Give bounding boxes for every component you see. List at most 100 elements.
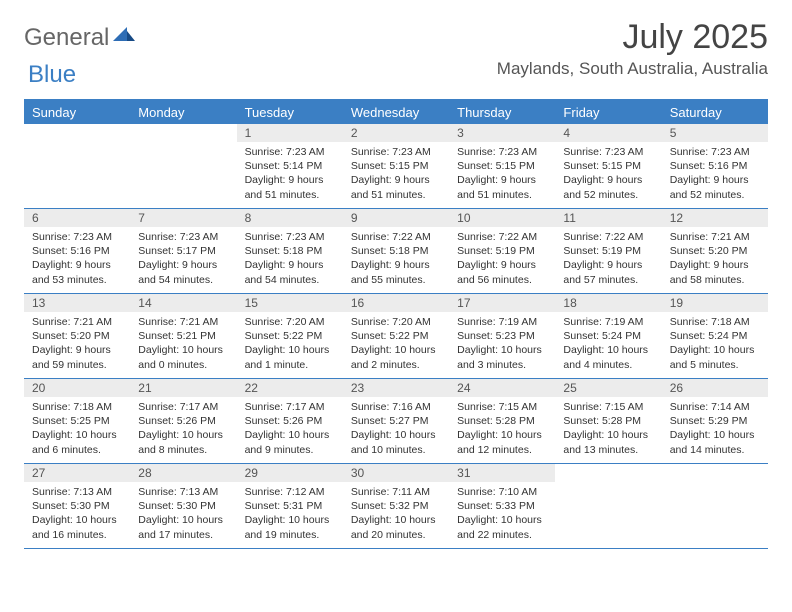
day-number: 31 xyxy=(449,464,555,482)
day-number: 23 xyxy=(343,379,449,397)
day-cell: 11Sunrise: 7:22 AMSunset: 5:19 PMDayligh… xyxy=(555,209,661,293)
day-body: Sunrise: 7:10 AMSunset: 5:33 PMDaylight:… xyxy=(449,482,555,548)
day-number: 17 xyxy=(449,294,555,312)
day-cell: 29Sunrise: 7:12 AMSunset: 5:31 PMDayligh… xyxy=(237,464,343,548)
day-number: 15 xyxy=(237,294,343,312)
day-cell: 16Sunrise: 7:20 AMSunset: 5:22 PMDayligh… xyxy=(343,294,449,378)
day-number: 16 xyxy=(343,294,449,312)
dow-cell: Sunday xyxy=(24,101,130,124)
logo-text-2: Blue xyxy=(28,61,76,89)
day-body: Sunrise: 7:23 AMSunset: 5:15 PMDaylight:… xyxy=(555,142,661,208)
dow-cell: Wednesday xyxy=(343,101,449,124)
day-cell: 25Sunrise: 7:15 AMSunset: 5:28 PMDayligh… xyxy=(555,379,661,463)
week-row: 13Sunrise: 7:21 AMSunset: 5:20 PMDayligh… xyxy=(24,294,768,379)
day-cell: 20Sunrise: 7:18 AMSunset: 5:25 PMDayligh… xyxy=(24,379,130,463)
day-body: Sunrise: 7:15 AMSunset: 5:28 PMDaylight:… xyxy=(449,397,555,463)
day-body: Sunrise: 7:21 AMSunset: 5:20 PMDaylight:… xyxy=(662,227,768,293)
day-number: 18 xyxy=(555,294,661,312)
day-body: Sunrise: 7:19 AMSunset: 5:24 PMDaylight:… xyxy=(555,312,661,378)
day-body: Sunrise: 7:13 AMSunset: 5:30 PMDaylight:… xyxy=(24,482,130,548)
day-cell: 7Sunrise: 7:23 AMSunset: 5:17 PMDaylight… xyxy=(130,209,236,293)
day-body: Sunrise: 7:17 AMSunset: 5:26 PMDaylight:… xyxy=(237,397,343,463)
day-cell: 22Sunrise: 7:17 AMSunset: 5:26 PMDayligh… xyxy=(237,379,343,463)
day-cell: 17Sunrise: 7:19 AMSunset: 5:23 PMDayligh… xyxy=(449,294,555,378)
day-cell: 19Sunrise: 7:18 AMSunset: 5:24 PMDayligh… xyxy=(662,294,768,378)
day-cell: 4Sunrise: 7:23 AMSunset: 5:15 PMDaylight… xyxy=(555,124,661,208)
week-row: 20Sunrise: 7:18 AMSunset: 5:25 PMDayligh… xyxy=(24,379,768,464)
day-number: 6 xyxy=(24,209,130,227)
day-cell: 8Sunrise: 7:23 AMSunset: 5:18 PMDaylight… xyxy=(237,209,343,293)
day-number: 14 xyxy=(130,294,236,312)
day-number: 7 xyxy=(130,209,236,227)
title-block: July 2025 Maylands, South Australia, Aus… xyxy=(497,18,768,79)
day-number: 26 xyxy=(662,379,768,397)
day-body: Sunrise: 7:23 AMSunset: 5:17 PMDaylight:… xyxy=(130,227,236,293)
week-row: ..1Sunrise: 7:23 AMSunset: 5:14 PMDaylig… xyxy=(24,124,768,209)
day-body: Sunrise: 7:16 AMSunset: 5:27 PMDaylight:… xyxy=(343,397,449,463)
day-cell: 10Sunrise: 7:22 AMSunset: 5:19 PMDayligh… xyxy=(449,209,555,293)
day-number: 5 xyxy=(662,124,768,142)
day-number: 9 xyxy=(343,209,449,227)
day-number: 27 xyxy=(24,464,130,482)
dow-row: SundayMondayTuesdayWednesdayThursdayFrid… xyxy=(24,101,768,124)
day-number: 12 xyxy=(662,209,768,227)
day-body: Sunrise: 7:23 AMSunset: 5:14 PMDaylight:… xyxy=(237,142,343,208)
day-number: 21 xyxy=(130,379,236,397)
day-cell: 3Sunrise: 7:23 AMSunset: 5:15 PMDaylight… xyxy=(449,124,555,208)
logo: General xyxy=(24,24,137,52)
dow-cell: Monday xyxy=(130,101,236,124)
day-number: 4 xyxy=(555,124,661,142)
day-body: Sunrise: 7:21 AMSunset: 5:21 PMDaylight:… xyxy=(130,312,236,378)
day-body: Sunrise: 7:14 AMSunset: 5:29 PMDaylight:… xyxy=(662,397,768,463)
day-number: 13 xyxy=(24,294,130,312)
page-title: July 2025 xyxy=(497,18,768,57)
day-body: Sunrise: 7:11 AMSunset: 5:32 PMDaylight:… xyxy=(343,482,449,548)
day-body: Sunrise: 7:20 AMSunset: 5:22 PMDaylight:… xyxy=(343,312,449,378)
day-body: Sunrise: 7:20 AMSunset: 5:22 PMDaylight:… xyxy=(237,312,343,378)
day-body: Sunrise: 7:21 AMSunset: 5:20 PMDaylight:… xyxy=(24,312,130,378)
day-body: Sunrise: 7:23 AMSunset: 5:18 PMDaylight:… xyxy=(237,227,343,293)
logo-icon xyxy=(113,24,135,52)
day-body: Sunrise: 7:22 AMSunset: 5:19 PMDaylight:… xyxy=(449,227,555,293)
day-body: Sunrise: 7:13 AMSunset: 5:30 PMDaylight:… xyxy=(130,482,236,548)
day-body: Sunrise: 7:22 AMSunset: 5:18 PMDaylight:… xyxy=(343,227,449,293)
day-cell: 12Sunrise: 7:21 AMSunset: 5:20 PMDayligh… xyxy=(662,209,768,293)
day-number: 25 xyxy=(555,379,661,397)
day-number: 3 xyxy=(449,124,555,142)
day-body: Sunrise: 7:22 AMSunset: 5:19 PMDaylight:… xyxy=(555,227,661,293)
day-body: Sunrise: 7:23 AMSunset: 5:16 PMDaylight:… xyxy=(662,142,768,208)
week-row: 6Sunrise: 7:23 AMSunset: 5:16 PMDaylight… xyxy=(24,209,768,294)
calendar: SundayMondayTuesdayWednesdayThursdayFrid… xyxy=(24,99,768,549)
day-cell: 23Sunrise: 7:16 AMSunset: 5:27 PMDayligh… xyxy=(343,379,449,463)
day-number: 20 xyxy=(24,379,130,397)
day-cell: 14Sunrise: 7:21 AMSunset: 5:21 PMDayligh… xyxy=(130,294,236,378)
weeks-container: ..1Sunrise: 7:23 AMSunset: 5:14 PMDaylig… xyxy=(24,124,768,549)
day-number: 30 xyxy=(343,464,449,482)
day-body: Sunrise: 7:18 AMSunset: 5:24 PMDaylight:… xyxy=(662,312,768,378)
day-number: 29 xyxy=(237,464,343,482)
day-number: 11 xyxy=(555,209,661,227)
day-cell: 21Sunrise: 7:17 AMSunset: 5:26 PMDayligh… xyxy=(130,379,236,463)
day-number: 24 xyxy=(449,379,555,397)
day-body: Sunrise: 7:23 AMSunset: 5:15 PMDaylight:… xyxy=(343,142,449,208)
day-number: 1 xyxy=(237,124,343,142)
day-cell: 15Sunrise: 7:20 AMSunset: 5:22 PMDayligh… xyxy=(237,294,343,378)
day-cell: 6Sunrise: 7:23 AMSunset: 5:16 PMDaylight… xyxy=(24,209,130,293)
day-cell: 2Sunrise: 7:23 AMSunset: 5:15 PMDaylight… xyxy=(343,124,449,208)
day-cell: 26Sunrise: 7:14 AMSunset: 5:29 PMDayligh… xyxy=(662,379,768,463)
day-cell: 30Sunrise: 7:11 AMSunset: 5:32 PMDayligh… xyxy=(343,464,449,548)
day-body: Sunrise: 7:19 AMSunset: 5:23 PMDaylight:… xyxy=(449,312,555,378)
day-cell: 1Sunrise: 7:23 AMSunset: 5:14 PMDaylight… xyxy=(237,124,343,208)
day-number: 8 xyxy=(237,209,343,227)
day-cell: 27Sunrise: 7:13 AMSunset: 5:30 PMDayligh… xyxy=(24,464,130,548)
day-body: Sunrise: 7:23 AMSunset: 5:16 PMDaylight:… xyxy=(24,227,130,293)
dow-cell: Friday xyxy=(555,101,661,124)
day-cell: 9Sunrise: 7:22 AMSunset: 5:18 PMDaylight… xyxy=(343,209,449,293)
day-cell: 18Sunrise: 7:19 AMSunset: 5:24 PMDayligh… xyxy=(555,294,661,378)
dow-cell: Tuesday xyxy=(237,101,343,124)
day-number: 22 xyxy=(237,379,343,397)
day-cell: 24Sunrise: 7:15 AMSunset: 5:28 PMDayligh… xyxy=(449,379,555,463)
day-body: Sunrise: 7:18 AMSunset: 5:25 PMDaylight:… xyxy=(24,397,130,463)
day-number: 19 xyxy=(662,294,768,312)
day-body: Sunrise: 7:15 AMSunset: 5:28 PMDaylight:… xyxy=(555,397,661,463)
